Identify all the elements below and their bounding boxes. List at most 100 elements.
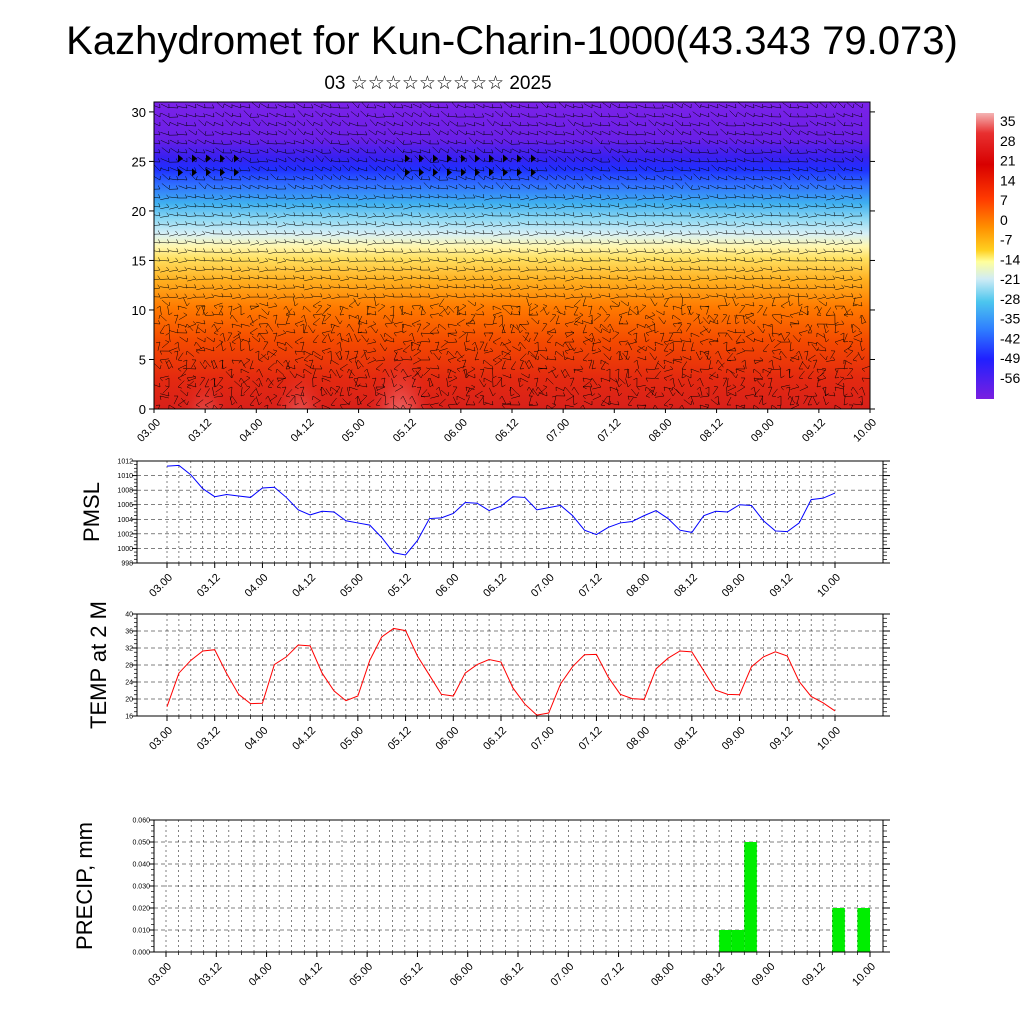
wind-flag <box>206 154 211 163</box>
wind-flag <box>503 168 508 177</box>
x-tick-label: 09.00 <box>720 725 748 753</box>
wind-flag <box>178 154 183 163</box>
y-tick-label: 5 <box>139 352 146 367</box>
wind-flag <box>475 168 480 177</box>
y-tick-label: 1002 <box>117 531 133 538</box>
x-tick-label: 08.12 <box>699 961 727 989</box>
x-tick-label: 07.12 <box>577 725 605 753</box>
x-tick-label: 06.12 <box>498 961 526 989</box>
pmsl-line <box>166 464 836 556</box>
wind-flag <box>234 154 239 163</box>
colorbar-label: 21 <box>1000 153 1016 169</box>
colorbar-label: 28 <box>1000 133 1016 149</box>
y-tick-label: 24 <box>125 680 133 687</box>
y-tick-label: 998 <box>121 561 133 568</box>
colorbar-label: 35 <box>1000 113 1016 129</box>
x-tick-label: 04.00 <box>243 572 271 600</box>
x-tick-label: 08.00 <box>649 961 677 989</box>
colorbar-label: -42 <box>1000 330 1020 346</box>
wind-flag <box>531 154 536 163</box>
x-tick-label: 08.00 <box>647 417 675 445</box>
x-tick-label: 05.00 <box>338 725 366 753</box>
colorbar-label: 14 <box>1000 172 1016 188</box>
x-tick-label: 03.12 <box>196 961 224 989</box>
temp-axis-label: TEMP at 2 M <box>86 601 111 729</box>
x-tick-label: 07.12 <box>577 572 605 600</box>
heat-maximum-05-12 <box>368 305 432 409</box>
colorbar-labels: 35 28 21 14 7 0 -7 -14 -21 -28 -35 -42 -49 -56 <box>1000 113 1020 386</box>
colorbar-label: -28 <box>1000 291 1020 307</box>
y-tick-label: 0 <box>139 402 146 417</box>
x-tick-label: 05.00 <box>338 572 366 600</box>
wind-flag <box>489 154 494 163</box>
wind-flag <box>206 168 211 177</box>
y-tick-label: 1006 <box>117 502 133 509</box>
colorbar-strip <box>976 113 994 399</box>
wind-flag <box>433 154 438 163</box>
x-tick-label: 09.00 <box>749 417 777 445</box>
y-tick-label: 1004 <box>117 517 133 524</box>
heatmap-field <box>154 102 870 409</box>
wind-flag <box>461 154 466 163</box>
wind-flag <box>517 154 522 163</box>
x-tick-label: 10.00 <box>850 961 878 989</box>
wind-flag <box>419 168 424 177</box>
precip-axis-label: PRECIP, mm <box>72 822 97 950</box>
wind-flag <box>475 154 480 163</box>
x-tick-label: 07.12 <box>599 961 627 989</box>
y-tick-label: 0.020 <box>132 906 150 913</box>
wind-flag <box>433 168 438 177</box>
x-tick-label: 04.00 <box>243 725 271 753</box>
x-tick-label: 09.12 <box>767 572 795 600</box>
x-tick-label: 03.12 <box>195 725 223 753</box>
x-tick-label: 07.12 <box>595 417 623 445</box>
wind-flag <box>192 154 197 163</box>
wind-flag <box>447 168 452 177</box>
x-tick-label: 08.00 <box>624 725 652 753</box>
chart-title: Kazhydromet for Kun-Charin-1000(43.343 7… <box>66 19 958 63</box>
temp-panel: 16 20 24 28 32 36 40 TEMP at 2 M 03.00 03.12 04.00… <box>86 601 890 753</box>
colorbar-label: -7 <box>1000 232 1013 248</box>
x-tick-label: 03.12 <box>186 417 214 445</box>
y-tick-label: 30 <box>132 105 146 120</box>
x-tick-label: 09.00 <box>720 572 748 600</box>
x-tick-label: 09.12 <box>800 417 828 445</box>
wind-flag <box>461 168 466 177</box>
y-tick-label: 0.010 <box>132 928 150 935</box>
y-tick-label: 10 <box>132 303 146 318</box>
y-tick-label: 20 <box>132 204 146 219</box>
wind-barb-field <box>154 102 870 409</box>
x-tick-label: 05.12 <box>386 725 414 753</box>
colorbar: 35 28 21 14 7 0 -7 -14 -21 -28 -35 -42 -49 -56 <box>976 113 1020 399</box>
y-tick-label: 1008 <box>117 488 133 495</box>
colorbar-label: 0 <box>1000 212 1008 228</box>
wind-flag <box>178 168 183 177</box>
x-tick-label: 03.00 <box>146 961 174 989</box>
x-tick-label: 07.00 <box>529 725 557 753</box>
cross-section-y-axis: 0 5 10 15 20 25 30 <box>132 105 875 417</box>
x-tick-label: 08.12 <box>672 725 700 753</box>
y-tick-label: 15 <box>132 253 146 268</box>
y-tick-label: 20 <box>125 697 133 704</box>
x-tick-label: 10.00 <box>815 725 843 753</box>
x-tick-label: 07.00 <box>548 961 576 989</box>
x-tick-label: 10.00 <box>815 572 843 600</box>
x-tick-label: 06.12 <box>481 725 509 753</box>
colorbar-label: 7 <box>1000 192 1008 208</box>
wind-flag <box>234 168 239 177</box>
y-tick-label: 1012 <box>117 459 133 466</box>
x-tick-label: 08.12 <box>672 572 700 600</box>
x-tick-label: 04.12 <box>290 725 318 753</box>
colorbar-label: -56 <box>1000 370 1020 386</box>
colorbar-label: -35 <box>1000 311 1020 327</box>
x-tick-label: 09.12 <box>800 961 828 989</box>
wind-flag <box>192 168 197 177</box>
wind-flag <box>220 168 225 177</box>
wind-flag <box>517 168 522 177</box>
wind-flag <box>220 154 225 163</box>
wind-flag <box>405 168 410 177</box>
y-tick-label: 0.050 <box>132 840 150 847</box>
colorbar-label: -49 <box>1000 350 1020 366</box>
y-tick-label: 0.000 <box>132 950 150 957</box>
x-tick-label: 08.00 <box>624 572 652 600</box>
